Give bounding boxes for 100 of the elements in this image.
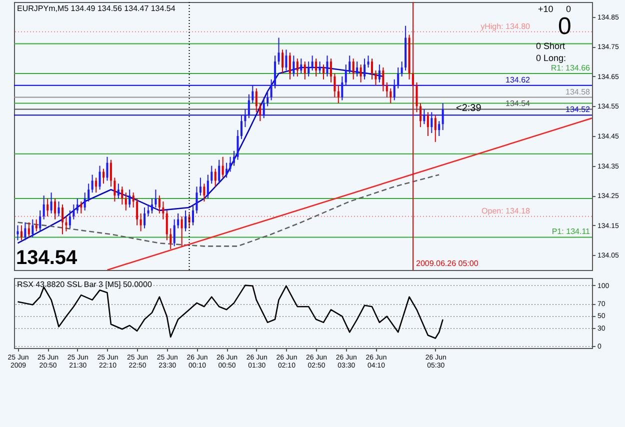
candlestick — [416, 82, 418, 113]
chart-title: EURJPYm,M5 134.49 134.56 134.47 134.54 — [17, 4, 176, 13]
candlestick — [199, 177, 202, 196]
candlestick — [196, 186, 198, 214]
candlestick — [240, 114, 242, 140]
candlestick — [390, 88, 392, 104]
candlestick — [292, 55, 295, 77]
candlestick — [322, 64, 325, 80]
candlestick — [158, 195, 160, 214]
candlestick — [252, 84, 254, 104]
candlestick — [341, 76, 344, 101]
candlestick — [304, 61, 306, 80]
candlestick — [39, 210, 42, 232]
candlestick — [348, 55, 351, 74]
candlestick — [311, 55, 314, 71]
candlestick — [68, 210, 71, 229]
candlestick — [318, 61, 321, 74]
candlestick — [337, 84, 340, 104]
annotation: 0 — [558, 13, 572, 40]
candlestick — [46, 198, 49, 217]
candlestick — [364, 58, 366, 80]
candlestick — [140, 212, 142, 232]
candlestick — [438, 120, 440, 136]
candlestick — [326, 55, 328, 77]
candlestick — [114, 177, 116, 202]
candlestick — [162, 201, 164, 220]
candlestick — [98, 165, 101, 190]
candlestick — [84, 192, 86, 211]
candlestick — [58, 201, 60, 217]
candlestick — [344, 64, 347, 86]
candlestick — [147, 204, 150, 217]
candlestick — [16, 224, 19, 241]
candlestick — [173, 218, 176, 247]
candlestick — [281, 49, 284, 74]
candlestick — [423, 108, 426, 125]
annotation: 0 Short — [536, 41, 566, 51]
candlestick — [226, 162, 228, 178]
candlestick — [442, 102, 444, 131]
candlestick — [370, 58, 373, 80]
candlestick — [262, 96, 265, 119]
candlestick — [106, 156, 108, 182]
candlestick — [266, 90, 269, 107]
candlestick — [367, 55, 370, 68]
candlestick — [426, 112, 429, 136]
candlestick — [177, 212, 180, 229]
candlestick — [393, 78, 396, 101]
candlestick — [24, 222, 26, 241]
candlestick — [128, 189, 131, 208]
candlestick — [419, 102, 422, 128]
candlestick — [210, 165, 213, 184]
candlestick — [278, 37, 280, 66]
ref-line-label: R1: 134.66 — [550, 63, 591, 72]
candlestick — [32, 218, 34, 238]
line-series — [17, 174, 440, 247]
candlestick — [378, 64, 380, 83]
candlestick — [400, 61, 403, 77]
annotation: 134.54 — [16, 247, 78, 269]
candlestick — [244, 108, 246, 128]
candlestick — [218, 159, 220, 184]
candlestick — [28, 222, 30, 238]
candlestick — [42, 195, 45, 220]
candlestick — [54, 198, 56, 220]
candlestick — [35, 218, 38, 232]
candlestick — [259, 102, 262, 122]
candlestick — [203, 183, 206, 202]
candlestick — [124, 192, 127, 211]
candlestick — [236, 130, 239, 160]
candlestick — [285, 49, 288, 71]
chart-title: RSX 43.8820 SSL Bar 3 [M5] 50.0000 — [17, 280, 152, 289]
candlestick — [300, 58, 302, 74]
candlestick — [274, 55, 276, 89]
candlestick — [315, 58, 318, 77]
ref-line-label: 134.58 — [566, 87, 591, 96]
candlestick — [121, 186, 124, 205]
candlestick — [117, 183, 120, 200]
candlestick — [386, 82, 388, 98]
candlestick — [374, 70, 377, 86]
candlestick — [356, 61, 358, 77]
candlestick — [50, 192, 52, 214]
candlestick — [76, 198, 78, 214]
candlestick — [144, 206, 146, 229]
candlestick — [154, 189, 157, 208]
candlestick — [214, 168, 216, 188]
candlestick — [382, 67, 384, 92]
candlestick — [308, 61, 310, 77]
candlestick — [288, 52, 291, 80]
candlestick — [222, 156, 224, 178]
candlestick — [132, 192, 134, 208]
candlestick — [72, 204, 75, 220]
candlestick — [330, 58, 332, 83]
candlestick — [91, 174, 94, 194]
candlestick — [192, 204, 194, 226]
candlestick — [95, 177, 98, 194]
candlestick — [166, 210, 168, 241]
candlestick — [110, 159, 112, 188]
candlestick — [180, 216, 183, 247]
candlestick — [206, 174, 209, 200]
candlestick — [136, 198, 138, 226]
ref-line-label: 134.62 — [506, 75, 531, 84]
candlestick — [352, 58, 354, 80]
